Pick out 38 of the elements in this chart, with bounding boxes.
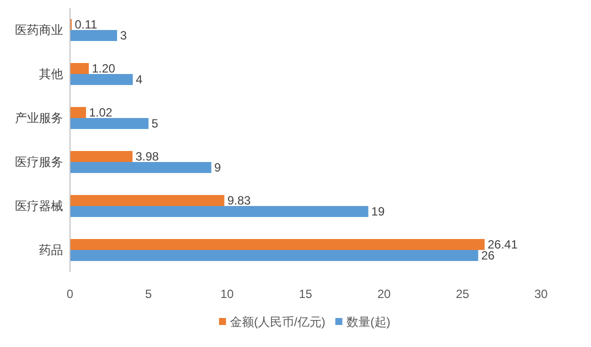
data-label: 3.98	[135, 150, 160, 164]
x-tick-label: 20	[377, 287, 391, 301]
bar	[70, 151, 132, 162]
bar	[70, 195, 224, 206]
y-tick-label: 医疗服务	[15, 155, 63, 169]
data-label: 19	[371, 204, 385, 218]
data-label: 26.41	[488, 238, 518, 252]
bar	[70, 162, 212, 173]
y-tick-label: 医药商业	[15, 23, 63, 37]
data-label: 9	[214, 160, 222, 174]
bar	[70, 63, 89, 74]
x-tick-label: 5	[145, 287, 152, 301]
y-tick-label: 其他	[39, 67, 63, 81]
data-label: 4	[136, 72, 143, 86]
data-label: 1.02	[89, 106, 113, 120]
data-label: 5	[152, 116, 158, 130]
bar	[70, 30, 118, 41]
x-tick-label: 0	[66, 287, 74, 301]
data-label: 3	[120, 28, 128, 42]
x-tick-label: 30	[534, 287, 548, 301]
legend-label: 金额(人民币/亿元)	[230, 315, 326, 329]
data-label: 9.83	[227, 194, 252, 208]
bar	[70, 250, 478, 261]
bar	[70, 74, 133, 85]
data-label: 1.20	[92, 62, 116, 76]
bar	[70, 118, 148, 129]
y-tick-label: 产业服务	[15, 111, 63, 125]
x-tick-label: 25	[456, 287, 470, 301]
legend-label: 数量(起)	[346, 315, 390, 329]
y-tick-label: 药品	[39, 243, 63, 257]
y-tick-label: 医疗器械	[15, 199, 63, 213]
data-label: 26	[481, 248, 495, 262]
data-label: 0.11	[74, 18, 98, 32]
bar	[70, 239, 485, 250]
x-tick-label: 10	[220, 287, 234, 301]
bar	[70, 206, 368, 217]
bar	[70, 107, 86, 118]
x-tick-label: 15	[298, 287, 312, 301]
